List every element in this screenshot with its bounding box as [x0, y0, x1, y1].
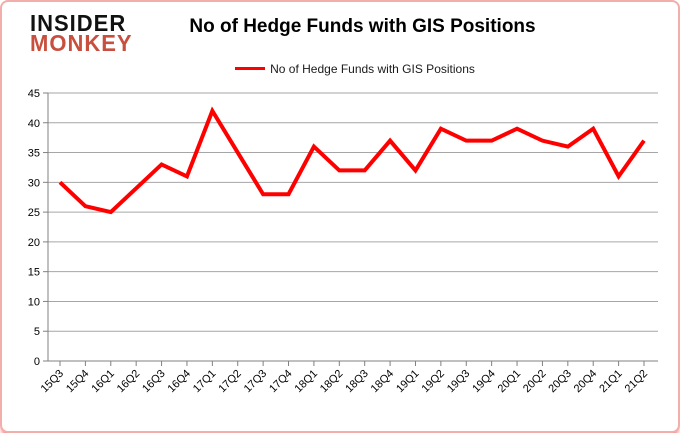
chart-title: No of Hedge Funds with GIS Positions	[189, 16, 536, 37]
legend: No of Hedge Funds with GIS Positions	[32, 59, 678, 76]
x-tick-label: 18Q4	[369, 368, 397, 396]
y-tick-label: 35	[28, 148, 40, 160]
logo-line-insider: INSIDER	[30, 9, 127, 37]
x-tick-label: 16Q3	[140, 368, 168, 396]
x-tick-label: 19Q2	[419, 368, 447, 396]
x-tick-label: 15Q4	[64, 368, 92, 396]
x-tick-label: 20Q4	[572, 368, 600, 396]
legend-label: No of Hedge Funds with GIS Positions	[270, 61, 475, 76]
x-tick-label: 21Q1	[597, 368, 625, 396]
x-tick-label: 20Q2	[521, 368, 549, 396]
x-tick-label: 20Q1	[496, 368, 524, 396]
y-tick-label: 10	[28, 296, 40, 308]
x-tick-label: 18Q3	[343, 368, 371, 396]
x-tick-label: 19Q3	[445, 368, 473, 396]
x-tick-label: 19Q1	[394, 368, 422, 396]
x-tick-label: 17Q4	[267, 368, 295, 396]
x-tick-label: 21Q2	[623, 368, 651, 396]
y-tick-label: 40	[28, 118, 40, 130]
x-tick-label: 17Q2	[216, 368, 244, 396]
data-line	[58, 106, 646, 215]
x-tick-label: 18Q2	[318, 368, 346, 396]
y-tick-label: 20	[28, 237, 40, 249]
x-tick-label: 18Q1	[293, 368, 321, 396]
x-tick-label: 16Q2	[115, 368, 143, 396]
y-tick-label: 30	[28, 177, 40, 189]
x-tick-label: 20Q3	[546, 368, 574, 396]
y-tick-label: 0	[34, 356, 40, 368]
legend-line-marker	[235, 67, 266, 70]
x-tick-label: 16Q1	[89, 368, 117, 396]
x-tick-label: 16Q4	[166, 368, 194, 396]
y-tick-label: 25	[28, 207, 40, 219]
x-tick-label: 19Q4	[470, 368, 498, 396]
y-tick-label: 15	[28, 267, 40, 279]
logo-line-monkey: MONKEY	[30, 30, 133, 57]
y-tick-label: 45	[28, 88, 40, 100]
x-tick-label: 17Q3	[242, 368, 270, 396]
y-tick-label: 5	[34, 326, 40, 338]
x-tick-label: 17Q1	[191, 368, 219, 396]
insider-monkey-logo: INSIDER MONKEY	[30, 9, 133, 57]
x-tick-label: 15Q3	[39, 368, 67, 396]
